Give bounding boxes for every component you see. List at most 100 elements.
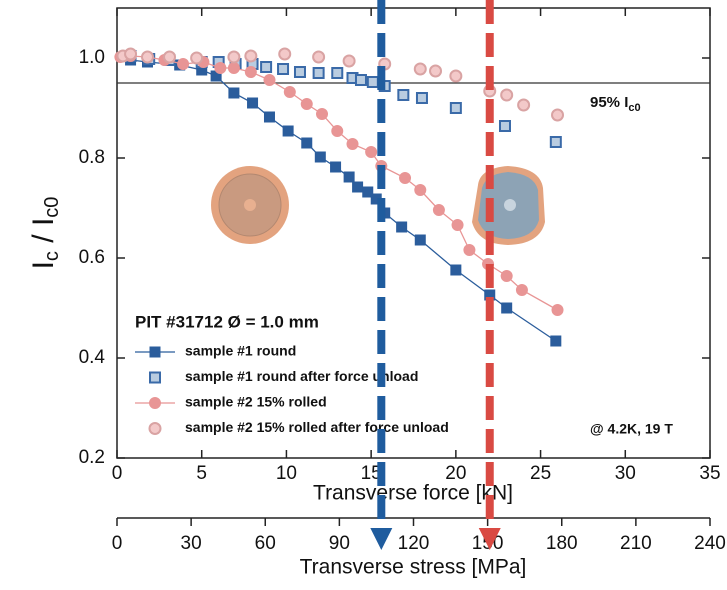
x2-tick-label: 90 [329, 533, 350, 554]
marker-circle [432, 204, 445, 216]
marker-square [549, 136, 562, 148]
marker-circle [163, 50, 177, 64]
marker-circle [278, 47, 292, 61]
marker-circle [177, 58, 190, 70]
marker-circle [227, 62, 240, 74]
y-title-part: / I [27, 218, 60, 251]
cross-section-round [211, 166, 289, 244]
marker-circle [413, 62, 427, 76]
x-tick-label: 20 [445, 463, 466, 484]
marker-circle [551, 304, 564, 316]
marker-circle [346, 138, 359, 150]
marker-circle [414, 184, 427, 196]
marker-circle [365, 146, 378, 158]
marker-square [277, 63, 290, 75]
marker-square [362, 186, 374, 198]
x-tick-label: 15 [361, 463, 382, 484]
marker-square [301, 137, 313, 149]
plot-frame [116, 7, 711, 459]
marker-square [366, 76, 379, 88]
marker-circle [190, 51, 204, 65]
x2-tick-label: 180 [546, 533, 578, 554]
y-title-part: c0 [41, 197, 63, 218]
marker-square [260, 61, 273, 73]
marker-square [331, 67, 344, 79]
marker-square [228, 87, 240, 99]
marker-circle [300, 98, 313, 110]
x2-tick-label: 60 [255, 533, 276, 554]
marker-circle [140, 50, 154, 64]
x2-tick-label: 30 [181, 533, 202, 554]
marker-square [550, 335, 562, 347]
marker-circle [312, 50, 326, 64]
marker-square [263, 111, 275, 123]
x-tick-label: 10 [276, 463, 297, 484]
marker-square [149, 371, 161, 384]
y-tick-label: 0.6 [79, 247, 105, 268]
marker-square [343, 171, 355, 183]
marker-circle [451, 219, 464, 231]
marker-square [354, 74, 367, 86]
legend-label: sample #2 15% rolled [185, 394, 327, 410]
marker-circle [214, 62, 227, 74]
x2-tick-label: 240 [694, 533, 726, 554]
marker-square [314, 151, 326, 163]
note: @ 4.2K, 19 T [590, 421, 673, 437]
legend-label: sample #1 round after force unload [185, 368, 418, 384]
marker-circle [463, 244, 476, 256]
marker-circle [244, 49, 258, 63]
marker-circle [149, 397, 161, 409]
marker-circle [227, 50, 241, 64]
marker-circle [500, 88, 514, 102]
y-tick-label: 1.0 [79, 47, 105, 68]
x2-tick-label: 120 [398, 533, 430, 554]
marker-circle [244, 66, 257, 78]
marker-square [450, 264, 462, 276]
marker-square [414, 234, 426, 246]
x-tick-label: 0 [112, 463, 123, 484]
marker-square [293, 66, 306, 78]
x-tick-label: 25 [530, 463, 551, 484]
x2-tick-label: 210 [620, 533, 652, 554]
marker-square [415, 92, 428, 104]
marker-circle [316, 108, 329, 120]
marker-circle [148, 422, 162, 435]
x-axis-title: Transverse force [kN] [313, 482, 513, 505]
legend-title: PIT #31712 Ø = 1.0 mm [135, 312, 319, 331]
marker-circle [429, 64, 443, 78]
y-title-part: I [27, 261, 60, 269]
cross-section-rolled [472, 166, 545, 245]
marker-square [397, 89, 410, 101]
marker-square [330, 161, 342, 173]
marker-square [282, 125, 294, 137]
marker-circle [263, 74, 276, 86]
legend-label: sample #1 round [185, 343, 296, 359]
x2-axis-title: Transverse stress [MPa] [300, 556, 527, 579]
marker-circle [399, 172, 412, 184]
marker-circle [449, 69, 463, 83]
arrow-head [370, 528, 393, 550]
y-tick-label: 0.4 [79, 347, 106, 368]
marker-circle [551, 108, 565, 122]
x-tick-label: 30 [615, 463, 636, 484]
marker-square [247, 97, 259, 109]
marker-square [501, 302, 513, 314]
x2-tick-label: 0 [112, 533, 123, 554]
marker-circle [500, 270, 513, 282]
marker-circle [283, 86, 296, 98]
marker-circle [517, 98, 531, 112]
threshold-label-sub: c0 [628, 102, 640, 114]
x-tick-label: 35 [699, 463, 720, 484]
marker-square [149, 346, 161, 358]
marker-square [498, 120, 511, 132]
marker-square [449, 102, 462, 114]
arrow-head [478, 528, 501, 550]
marker-square [352, 181, 364, 193]
marker-square [312, 67, 325, 79]
y-tick-label: 0.8 [79, 147, 105, 168]
y-axis-title: Ic / Ic0 [27, 197, 63, 270]
y-title-part: c [41, 251, 63, 261]
threshold-label-main: 95% I [590, 94, 628, 111]
threshold-label: 95% Ic0 [590, 94, 641, 114]
